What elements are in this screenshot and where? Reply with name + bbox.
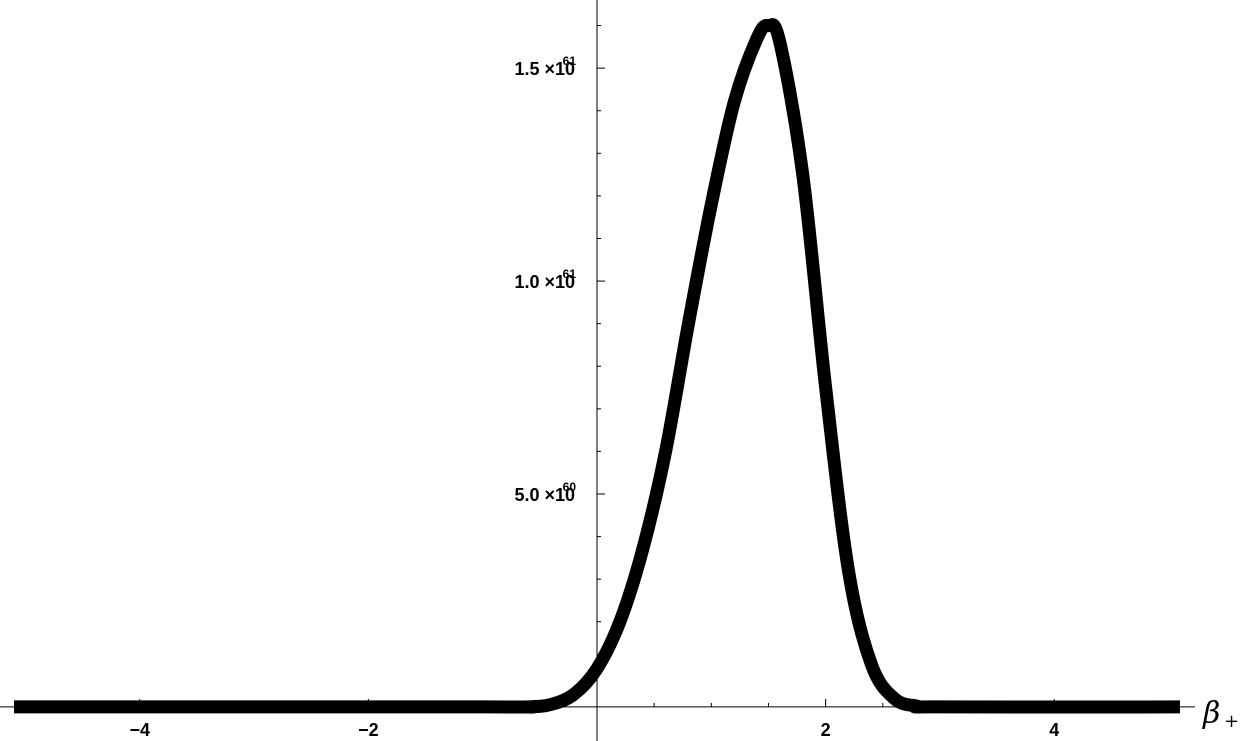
- y-tick-exponent: 60: [563, 480, 577, 494]
- y-tick-mantissa: 5.0 ×10: [514, 485, 575, 505]
- series-line: [13, 18, 1181, 714]
- x-tick-label: −2: [358, 720, 379, 740]
- x-axis-title: β: [1202, 696, 1220, 731]
- series-group: [13, 18, 1181, 714]
- y-tick-mantissa: 1.0 ×10: [514, 272, 575, 292]
- y-tick-exponent: 61: [563, 267, 577, 281]
- y-tick-mantissa: 1.5 ×10: [514, 59, 575, 79]
- x-tick-label: 4: [1049, 720, 1059, 740]
- x-tick-label: −4: [129, 720, 150, 740]
- axes: [0, 0, 1195, 741]
- x-tick-label: 2: [821, 720, 831, 740]
- x-axis-title-subscript: +: [1224, 711, 1239, 732]
- y-tick-exponent: 61: [563, 54, 577, 68]
